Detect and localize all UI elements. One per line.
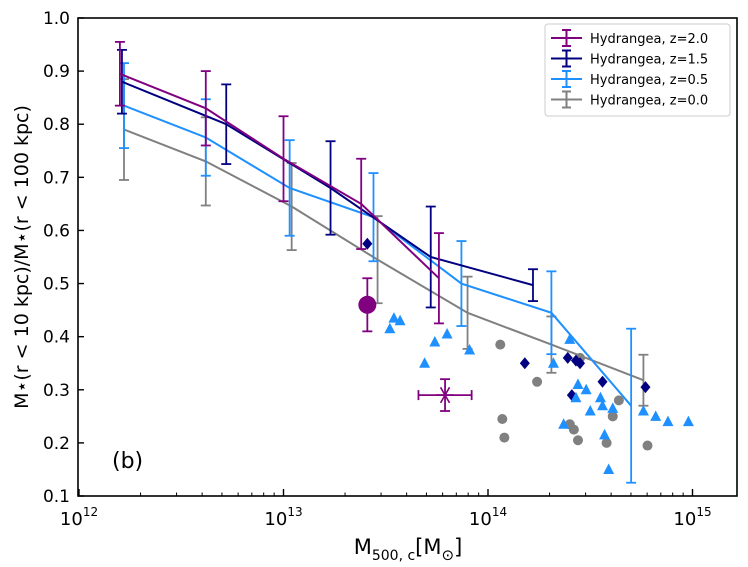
- legend-label: Hydrangea, z=0.0: [590, 94, 708, 109]
- legend-label: Hydrangea, z=2.0: [590, 32, 708, 47]
- scatter-triangle: [580, 383, 592, 395]
- scatter-triangle: [603, 463, 615, 474]
- scatter-triangle: [570, 391, 582, 403]
- scatter-triangle: [564, 333, 576, 344]
- x-tick-exponent: 12: [83, 505, 98, 519]
- x-tick-label: 1014: [469, 505, 507, 530]
- scatter-triangle: [597, 399, 609, 411]
- plot-frame: [77, 17, 738, 497]
- scatter-triangle: [599, 428, 611, 440]
- observation-star: [439, 386, 451, 404]
- scatter-circle: [607, 411, 618, 422]
- scatter-triangle: [650, 410, 662, 421]
- x-tick-label: 1015: [673, 505, 711, 530]
- x-tick-exponent: 13: [287, 505, 302, 519]
- scatter-circle: [572, 435, 583, 446]
- scatter-diamond: [597, 375, 608, 388]
- legend-label: Hydrangea, z=1.5: [590, 53, 708, 68]
- scatter-triangle: [394, 314, 406, 326]
- scatter-diamond: [362, 237, 373, 250]
- series-line: [119, 72, 440, 279]
- y-tick-label: 0.7: [43, 168, 70, 188]
- y-tick-label: 0.8: [43, 115, 70, 135]
- y-tick-label: 0.3: [43, 381, 70, 401]
- scatter-triangle: [384, 322, 396, 334]
- scatter-circle: [613, 395, 624, 406]
- panel-label: (b): [112, 449, 143, 474]
- y-axis-label: M⋆(r < 10 kpc)/M⋆(r < 100 kpc): [11, 105, 33, 409]
- x-tick-base: 10: [673, 509, 696, 530]
- scatter-circle: [499, 432, 510, 443]
- x-axis-ticks: 1012 1013 1014 1015: [60, 489, 712, 530]
- x-tick-label: 1013: [264, 505, 302, 530]
- scatter-circle: [568, 424, 579, 435]
- scatter-triangle: [637, 405, 649, 416]
- scatter-diamond: [575, 357, 586, 370]
- scatter-triangle: [419, 357, 431, 368]
- scatter-diamond: [562, 351, 573, 364]
- x-tick-exponent: 15: [696, 505, 711, 519]
- y-tick-label: 0.9: [43, 62, 70, 82]
- legend-label: Hydrangea, z=0.5: [590, 73, 708, 88]
- scatter-triangle: [558, 418, 570, 429]
- scatter-triangle: [662, 415, 674, 427]
- scatter-layer: [358, 237, 694, 474]
- scatter-circle: [495, 339, 506, 350]
- scatter-triangle: [441, 328, 453, 339]
- scatter-triangle: [388, 312, 400, 323]
- scatter-diamond: [640, 381, 651, 394]
- scatter-circle: [642, 440, 653, 451]
- scatter-circle: [497, 413, 508, 424]
- scatter-triangle: [572, 378, 584, 389]
- scatter-triangle: [594, 391, 606, 403]
- x-tick-base: 10: [60, 509, 83, 530]
- scatter-triangle: [607, 402, 619, 413]
- scatter-diamond: [519, 357, 530, 370]
- y-tick-label: 0.2: [43, 434, 70, 454]
- x-tick-exponent: 14: [492, 505, 507, 519]
- x-tick-base: 10: [469, 509, 492, 530]
- scatter-circle: [601, 437, 612, 448]
- y-tick-label: 0.6: [43, 221, 70, 241]
- y-tick-label: 0.1: [43, 487, 70, 507]
- y-tick-label: 0.5: [43, 275, 70, 295]
- scatter-triangle: [464, 343, 476, 355]
- y-tick-label: 1.0: [43, 9, 70, 29]
- legend: Hydrangea, z=2.0 Hydrangea, z=1.5 Hydrange…: [544, 23, 731, 117]
- y-axis-ticks: 0.1 0.2 0.3 0.4 0.5 0.6 0.7 0.8 0.9 1.0: [43, 9, 84, 507]
- scatter-triangle: [584, 405, 596, 416]
- legend-items: Hydrangea, z=2.0 Hydrangea, z=1.5 Hydrange…: [551, 29, 708, 109]
- x-tick-base: 10: [264, 509, 287, 530]
- scatter-triangle: [682, 415, 694, 427]
- legend-frame: [544, 23, 731, 117]
- observation-circle: [358, 295, 377, 314]
- y-tick-label: 0.4: [43, 328, 70, 348]
- scatter-triangle: [547, 357, 559, 368]
- scatter-circle: [532, 376, 543, 387]
- x-tick-label: 1012: [60, 505, 98, 530]
- scatter-triangle: [429, 335, 441, 347]
- series-layer: [114, 41, 649, 484]
- x-axis-label: M500, c[M⊙]: [354, 535, 463, 564]
